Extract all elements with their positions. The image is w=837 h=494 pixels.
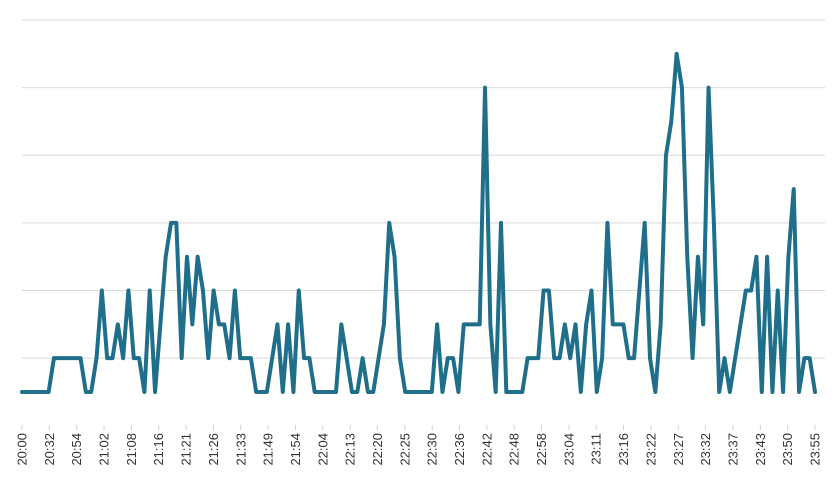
x-tick-label: 21:16 <box>151 433 166 466</box>
x-tick-label: 22:36 <box>452 433 467 466</box>
x-tick-label: 20:54 <box>69 433 84 466</box>
x-axis-labels: 20:00 20:32 20:54 21:02 21:08 21:16 21:21 21:26… <box>15 433 823 466</box>
x-tick-label: 21:54 <box>288 433 303 466</box>
x-tick-label: 22:42 <box>479 433 494 466</box>
x-tick-label: 21:08 <box>124 433 139 466</box>
x-axis-ticks <box>21 425 816 430</box>
x-tick-label: 23:22 <box>643 433 658 466</box>
x-tick-label: 23:11 <box>589 433 604 465</box>
x-tick-label: 23:37 <box>725 433 740 466</box>
x-tick-label: 21:26 <box>206 433 221 466</box>
x-tick-label: 22:04 <box>315 433 330 466</box>
x-tick-label: 21:33 <box>233 433 248 466</box>
x-tick-label: 23:27 <box>671 433 686 466</box>
x-tick-label: 22:48 <box>507 433 522 466</box>
x-tick-label: 21:21 <box>179 433 194 466</box>
x-tick-label: 23:16 <box>616 433 631 466</box>
x-tick-label: 21:02 <box>97 433 112 466</box>
series-line <box>20 51 817 394</box>
x-tick-label: 23:43 <box>753 433 768 466</box>
x-tick-label: 21:49 <box>261 433 276 466</box>
x-tick-label: 23:55 <box>808 433 823 466</box>
x-tick-label: 20:00 <box>15 433 30 466</box>
x-tick-label: 22:13 <box>343 433 358 466</box>
x-tick-label: 20:32 <box>42 433 57 466</box>
x-tick-label: 22:20 <box>370 433 385 466</box>
x-tick-label: 22:30 <box>425 433 440 466</box>
x-tick-label: 23:04 <box>561 433 576 466</box>
x-tick-label: 23:50 <box>780 433 795 466</box>
x-tick-label: 22:58 <box>534 433 549 466</box>
x-tick-label: 23:32 <box>698 433 713 466</box>
x-tick-label: 22:25 <box>397 433 412 466</box>
